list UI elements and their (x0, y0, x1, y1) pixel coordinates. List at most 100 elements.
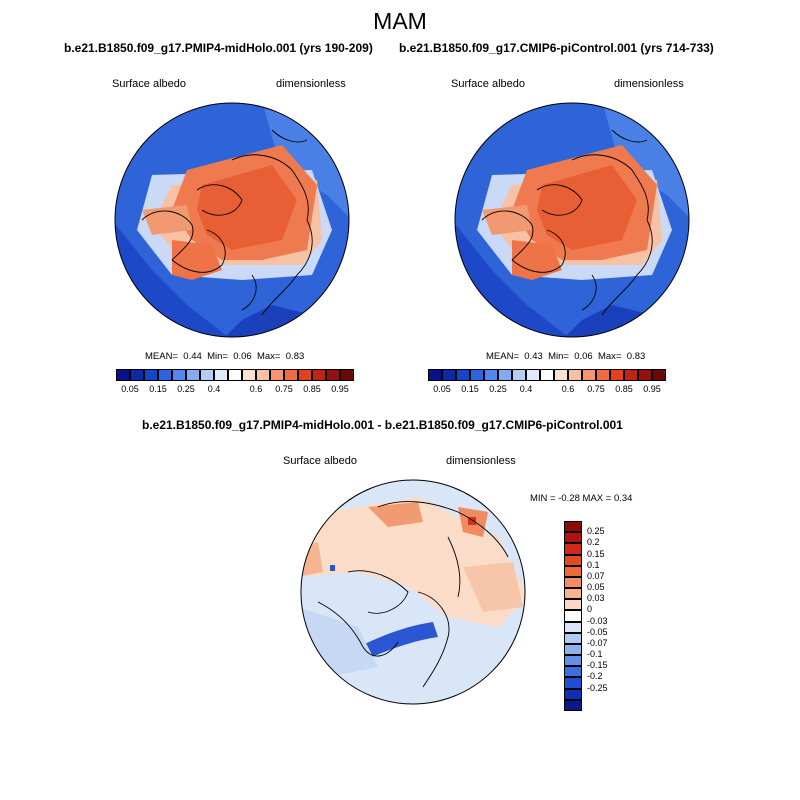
colorbar-box (326, 369, 340, 381)
colorbar-box (564, 643, 582, 656)
colorbar-tick-label: 0.85 (303, 384, 321, 394)
colorbar-box (554, 369, 568, 381)
diff-units-label: dimensionless (446, 455, 516, 467)
panel-left-title: b.e21.B1850.f09_g17.PMIP4-midHolo.001 (y… (64, 41, 373, 55)
colorbar-box (186, 369, 200, 381)
colorbar-tick-label: 0.05 (433, 384, 451, 394)
colorbar-box (596, 369, 610, 381)
colorbar-box (340, 369, 354, 381)
colorbar-box (144, 369, 158, 381)
colorbar-tick-label: 0.07 (587, 570, 605, 581)
panel-right-stats: MEAN= 0.43 Min= 0.06 Max= 0.83 (486, 351, 646, 362)
colorbar-box (200, 369, 214, 381)
colorbar-box (568, 369, 582, 381)
colorbar-box (158, 369, 172, 381)
figure-title: MAM (373, 8, 427, 34)
colorbar-box (564, 688, 582, 700)
colorbar-box (564, 621, 582, 633)
colorbar-tick-label: -0.07 (587, 637, 608, 648)
colorbar-box (470, 369, 484, 381)
colorbar-box (582, 369, 596, 381)
map-difference (300, 479, 526, 705)
colorbar-box (564, 610, 582, 622)
colorbar-box (564, 632, 582, 644)
colorbar-tick-label: 0.05 (587, 582, 605, 593)
colorbar-box (652, 369, 666, 381)
colorbar-tick-label: -0.25 (587, 682, 608, 693)
colorbar-box (284, 369, 298, 381)
colorbar-tick-label: 0.95 (331, 384, 349, 394)
colorbar-box (214, 369, 228, 381)
map-midholo (114, 102, 350, 338)
colorbar-tick-label: 0.75 (275, 384, 293, 394)
diff-title: b.e21.B1850.f09_g17.PMIP4-midHolo.001 - … (142, 418, 623, 432)
colorbar-tick-label: 0.4 (519, 384, 533, 394)
colorbar-box (624, 369, 638, 381)
panel-right-units-label: dimensionless (614, 78, 684, 90)
colorbar-box (242, 369, 256, 381)
colorbar-box (312, 369, 326, 381)
colorbar-box (610, 369, 624, 381)
diff-minmax: MIN = -0.28 MAX = 0.34 (530, 493, 633, 504)
colorbar-box (130, 369, 144, 381)
colorbar-tick-label: -0.03 (587, 615, 608, 626)
colorbar-box (526, 369, 540, 381)
colorbar-tick-label: 0.15 (149, 384, 167, 394)
colorbar-box (456, 369, 470, 381)
colorbar-box (564, 655, 582, 667)
colorbar-box (564, 554, 582, 566)
colorbar-tick-label: -0.05 (587, 626, 608, 637)
colorbar-box (116, 369, 130, 381)
panel-left-variable-label: Surface albedo (112, 78, 186, 90)
colorbar-box (564, 576, 582, 589)
colorbar-tick-label: 0.2 (587, 537, 600, 548)
colorbar-box (484, 369, 498, 381)
panel-left-units-label: dimensionless (276, 78, 346, 90)
colorbar-box (498, 369, 512, 381)
colorbar-box (442, 369, 456, 381)
colorbar-box (564, 532, 582, 544)
colorbar-box (540, 369, 554, 381)
colorbar-tick-label: 0.1 (587, 559, 600, 570)
colorbar-box (638, 369, 652, 381)
colorbar-box (564, 565, 582, 577)
colorbar-midholo: 0.05 0.15 0.25 0.4 0.6 0.75 0.85 0.95 (116, 369, 354, 399)
colorbar-box (298, 369, 312, 381)
colorbar-tick-label: -0.2 (587, 671, 603, 682)
colorbar-tick-label: 0.03 (587, 593, 605, 604)
map-picontrol (454, 102, 690, 338)
colorbar-tick-label: 0.25 (587, 526, 605, 537)
colorbar-tick-label: 0.4 (207, 384, 221, 394)
colorbar-box (512, 369, 526, 381)
colorbar-tick-label: -0.1 (587, 649, 603, 660)
colorbar-box (564, 666, 582, 678)
colorbar-tick-label: 0.6 (561, 384, 575, 394)
colorbar-tick-label: 0.75 (587, 384, 605, 394)
colorbar-tick-label: 0.25 (489, 384, 507, 394)
colorbar-box (564, 699, 582, 711)
colorbar-box (228, 369, 242, 381)
colorbar-tick-label: 0.15 (587, 548, 605, 559)
colorbar-tick-label: 0.05 (121, 384, 139, 394)
panel-right-variable-label: Surface albedo (451, 78, 525, 90)
colorbar-difference: 0.25 0.2 0.15 0.1 0.07 0.05 0.03 0 -0.03 -0.05 -0.… (564, 521, 624, 711)
colorbar-box (172, 369, 186, 381)
panel-left-stats: MEAN= 0.44 Min= 0.06 Max= 0.83 (145, 351, 305, 362)
diff-variable-label: Surface albedo (283, 455, 357, 467)
colorbar-tick-label: 0.6 (249, 384, 263, 394)
colorbar-tick-label: 0.85 (615, 384, 633, 394)
colorbar-picontrol: 0.05 0.15 0.25 0.4 0.6 0.75 0.85 0.95 (428, 369, 666, 399)
colorbar-box (256, 369, 270, 381)
colorbar-tick-label: -0.15 (587, 660, 608, 671)
colorbar-box (428, 369, 442, 381)
colorbar-tick-label: 0.15 (461, 384, 479, 394)
colorbar-box (270, 369, 284, 381)
colorbar-tick-label: 0 (587, 604, 593, 615)
colorbar-box (564, 521, 582, 533)
colorbar-tick-label: 0.95 (643, 384, 661, 394)
colorbar-box (564, 588, 582, 600)
colorbar-box (564, 677, 582, 689)
colorbar-box (564, 543, 582, 555)
colorbar-tick-label: 0.25 (177, 384, 195, 394)
panel-right-title: b.e21.B1850.f09_g17.CMIP6-piControl.001 … (399, 41, 714, 55)
